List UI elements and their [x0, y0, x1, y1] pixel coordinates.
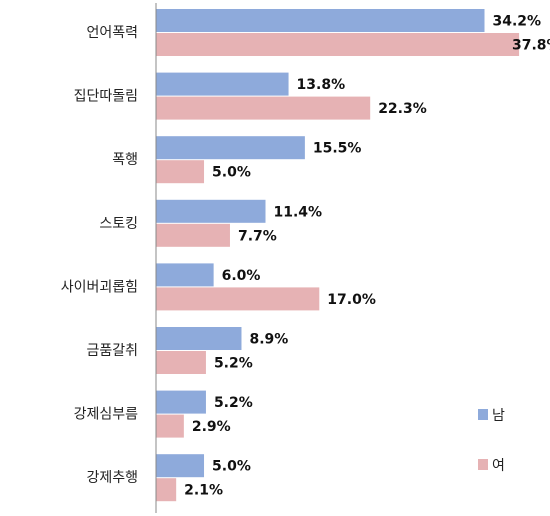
value-labels-layer: 34.2% 37.8% 13.8% 22.3% 15.5% 5.0% 11.4% 7.7% 6.… [184, 14, 550, 499]
data-label: 2.9% [192, 419, 231, 435]
category-label: 집단따돌림 [74, 89, 138, 105]
bar-남-4 [156, 263, 214, 287]
legend-swatch-여 [478, 459, 488, 470]
data-label: 5.2% [214, 356, 253, 372]
data-label: 2.1% [184, 483, 223, 499]
bar-남-6 [156, 390, 206, 414]
legend: 남여 [478, 408, 505, 474]
legend-swatch-남 [478, 409, 488, 420]
data-label: 17.0% [327, 292, 376, 308]
data-label: 8.9% [249, 332, 288, 348]
data-label: 15.5% [313, 141, 362, 157]
category-label: 스토킹 [99, 216, 138, 232]
data-label: 7.7% [238, 228, 277, 244]
bar-남-2 [156, 136, 305, 160]
data-label: 13.8% [297, 77, 346, 93]
data-label: 5.2% [214, 395, 253, 411]
category-label: 사이버괴롭힘 [61, 279, 138, 295]
category-label: 강제심부름 [74, 407, 139, 423]
data-label: 5.0% [212, 165, 251, 181]
bars-layer [156, 9, 520, 502]
data-label: 37.8% [512, 38, 550, 54]
data-label: 34.2% [493, 14, 542, 30]
bar-남-5 [156, 327, 242, 350]
bar-남-7 [156, 454, 205, 478]
bar-여-3 [156, 223, 230, 247]
bar-남-3 [156, 199, 266, 223]
data-label: 5.0% [212, 459, 251, 475]
bar-남-0 [156, 9, 485, 32]
bar-여-2 [156, 160, 205, 184]
category-label: 금품갈취 [86, 343, 138, 359]
data-label: 22.3% [378, 101, 427, 117]
data-label: 11.4% [274, 204, 323, 220]
bar-여-6 [156, 414, 184, 438]
category-label: 언어폭력 [86, 25, 138, 41]
bar-여-1 [156, 96, 371, 120]
legend-label: 남 [492, 408, 505, 424]
bar-여-5 [156, 351, 206, 374]
data-label: 6.0% [222, 268, 261, 284]
category-label: 강제추행 [86, 470, 138, 486]
legend-label: 여 [492, 458, 505, 474]
category-label: 폭행 [112, 152, 138, 168]
bar-여-4 [156, 287, 320, 311]
bar-여-0 [156, 33, 520, 56]
bar-여-7 [156, 478, 177, 502]
bar-남-1 [156, 72, 289, 96]
